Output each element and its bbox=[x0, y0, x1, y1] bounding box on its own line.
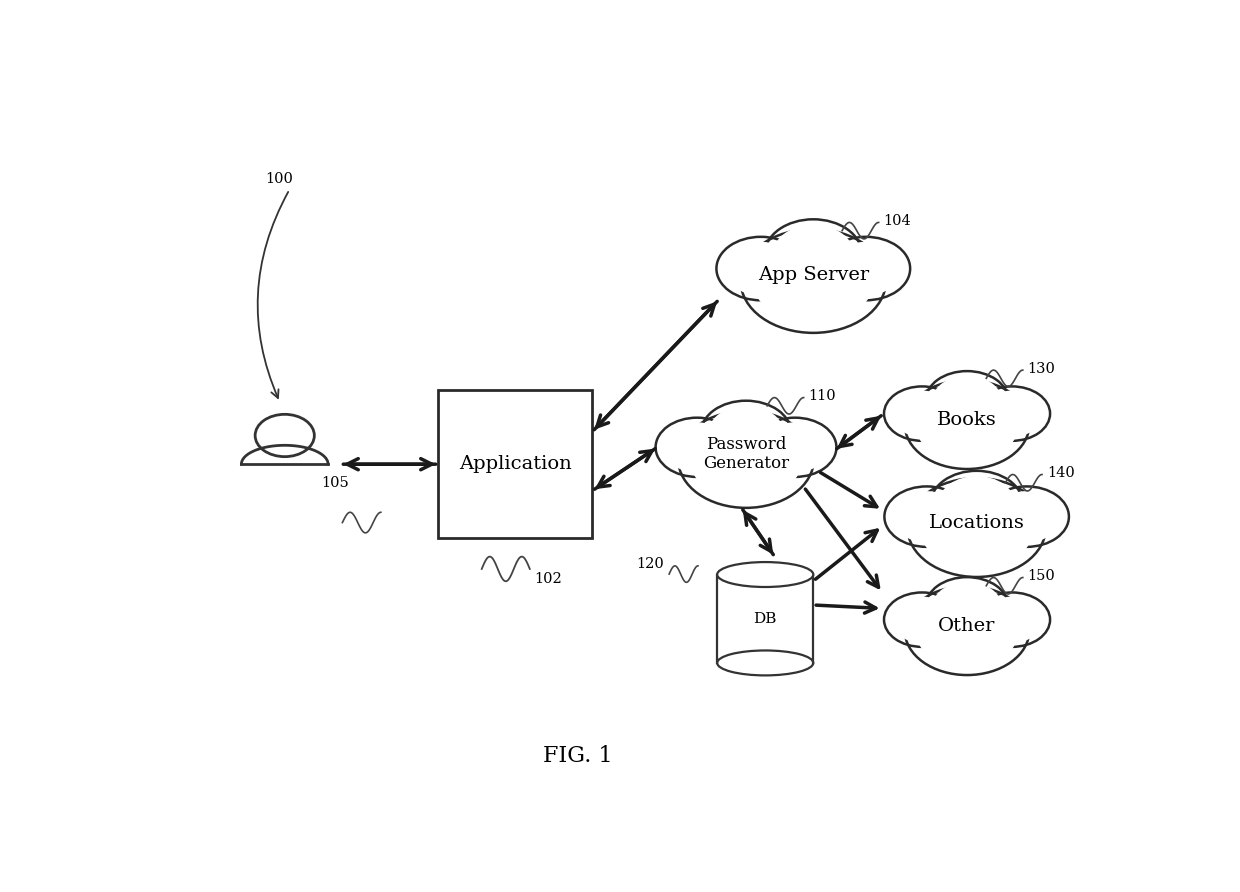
Circle shape bbox=[973, 592, 1050, 647]
Text: 102: 102 bbox=[534, 573, 563, 586]
Circle shape bbox=[905, 586, 1029, 675]
Circle shape bbox=[916, 388, 1018, 461]
Circle shape bbox=[691, 419, 801, 500]
Circle shape bbox=[939, 476, 1014, 531]
Text: 140: 140 bbox=[1047, 466, 1075, 480]
Ellipse shape bbox=[717, 650, 813, 675]
Polygon shape bbox=[242, 445, 329, 464]
Text: 105: 105 bbox=[321, 475, 350, 490]
Circle shape bbox=[925, 371, 1008, 431]
Circle shape bbox=[890, 598, 954, 642]
Text: FIG. 1: FIG. 1 bbox=[543, 745, 613, 767]
Text: Books: Books bbox=[937, 410, 997, 428]
Circle shape bbox=[905, 380, 1029, 469]
Circle shape bbox=[932, 376, 1001, 425]
Circle shape bbox=[724, 243, 797, 294]
Text: 100: 100 bbox=[265, 172, 294, 186]
Circle shape bbox=[884, 486, 968, 547]
Text: 120: 120 bbox=[636, 558, 665, 572]
Circle shape bbox=[930, 471, 1023, 537]
Circle shape bbox=[656, 417, 739, 477]
Circle shape bbox=[830, 243, 903, 294]
Text: 150: 150 bbox=[1028, 569, 1055, 583]
Circle shape bbox=[981, 598, 1043, 642]
Text: DB: DB bbox=[754, 612, 777, 625]
Circle shape bbox=[916, 594, 1018, 667]
Text: 110: 110 bbox=[808, 389, 836, 403]
Circle shape bbox=[717, 236, 805, 301]
Text: 104: 104 bbox=[883, 214, 911, 228]
Circle shape bbox=[754, 238, 873, 324]
Circle shape bbox=[774, 226, 853, 282]
Circle shape bbox=[908, 478, 1045, 577]
Text: App Server: App Server bbox=[758, 267, 869, 285]
Circle shape bbox=[932, 582, 1001, 632]
Circle shape bbox=[920, 487, 1033, 568]
Circle shape bbox=[992, 491, 1061, 541]
Circle shape bbox=[678, 411, 813, 508]
Circle shape bbox=[709, 407, 784, 459]
Text: 130: 130 bbox=[1028, 361, 1055, 376]
Circle shape bbox=[884, 592, 960, 647]
Circle shape bbox=[973, 386, 1050, 441]
Bar bbox=[717, 574, 813, 663]
Circle shape bbox=[892, 491, 961, 541]
Circle shape bbox=[890, 392, 954, 436]
Text: Application: Application bbox=[459, 455, 572, 473]
Circle shape bbox=[821, 236, 910, 301]
Text: Password
Generator: Password Generator bbox=[703, 435, 789, 472]
Circle shape bbox=[740, 229, 885, 333]
Ellipse shape bbox=[717, 562, 813, 587]
Circle shape bbox=[981, 392, 1043, 436]
Circle shape bbox=[925, 577, 1008, 637]
Bar bbox=[439, 391, 593, 538]
Circle shape bbox=[765, 219, 862, 288]
Circle shape bbox=[985, 486, 1069, 547]
Text: Other: Other bbox=[939, 616, 996, 634]
Circle shape bbox=[754, 417, 837, 477]
Circle shape bbox=[701, 401, 791, 466]
Text: Locations: Locations bbox=[929, 514, 1024, 532]
Circle shape bbox=[884, 386, 960, 441]
Circle shape bbox=[663, 423, 732, 472]
Circle shape bbox=[761, 423, 830, 472]
